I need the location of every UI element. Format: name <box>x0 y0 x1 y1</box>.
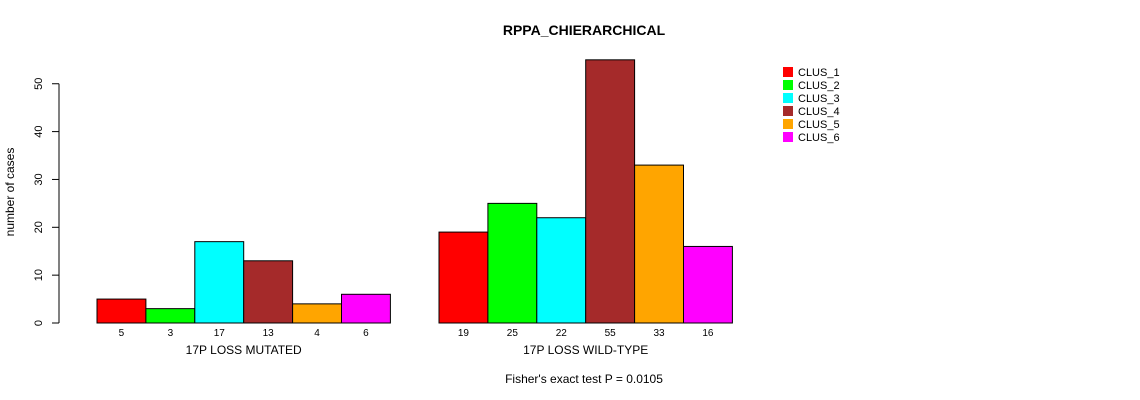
fisher-test-footnote: Fisher's exact test P = 0.0105 <box>505 372 663 386</box>
legend-swatch <box>783 67 793 77</box>
bar-count-label: 22 <box>556 328 568 339</box>
bar-clus-3-group-2 <box>536 217 587 324</box>
legend-label: CLUS_2 <box>798 80 840 92</box>
y-tick-label: 0 <box>33 320 45 326</box>
bar-clus-4-group-2 <box>585 59 636 324</box>
legend-label: CLUS_1 <box>798 67 840 79</box>
y-tick-label: 30 <box>33 173 45 185</box>
bar-clus-6-group-1 <box>341 293 391 324</box>
legend-label: CLUS_3 <box>798 93 840 105</box>
bar-clus-6-group-2 <box>683 245 733 324</box>
legend-swatch <box>783 93 793 103</box>
bar-count-label: 55 <box>605 328 617 339</box>
group-label: 17P LOSS MUTATED <box>186 343 302 357</box>
y-tick-label: 40 <box>33 125 45 137</box>
bar-count-label: 4 <box>314 328 320 339</box>
y-tick-label: 50 <box>33 78 45 90</box>
legend-label: CLUS_6 <box>798 132 840 144</box>
bar-count-label: 16 <box>702 328 714 339</box>
y-axis-label: number of cases <box>3 148 17 237</box>
bar-count-label: 19 <box>458 328 470 339</box>
bars: 5 3 17 13 4 6 19 25 22 55 33 16 <box>96 59 733 339</box>
group-label: 17P LOSS WILD-TYPE <box>523 343 648 357</box>
y-tick-label: 20 <box>33 221 45 233</box>
legend-swatch <box>783 106 793 116</box>
bar-count-label: 33 <box>653 328 665 339</box>
legend-label: CLUS_5 <box>798 119 840 131</box>
bar-count-label: 25 <box>507 328 519 339</box>
bar-clus-2-group-2 <box>487 202 538 324</box>
bar-clus-5-group-1 <box>292 303 343 324</box>
y-tick-label: 10 <box>33 269 45 281</box>
legend-label: CLUS_4 <box>798 106 840 118</box>
bar-count-label: 5 <box>119 328 125 339</box>
bar-clus-4-group-1 <box>243 260 294 324</box>
bar-clus-1-group-1 <box>96 298 147 324</box>
legend-swatch <box>783 80 793 90</box>
bar-clus-2-group-1 <box>145 308 196 324</box>
y-axis: 0 10 20 30 40 50 <box>33 78 60 326</box>
bar-count-label: 17 <box>214 328 226 339</box>
bar-clus-1-group-2 <box>438 231 489 324</box>
legend-swatch <box>783 119 793 129</box>
bar-count-label: 6 <box>363 328 369 339</box>
bar-count-label: 13 <box>263 328 275 339</box>
bar-clus-5-group-2 <box>634 164 684 324</box>
chart-title: RPPA_CHIERARCHICAL <box>503 22 666 38</box>
bar-clus-3-group-1 <box>194 241 245 324</box>
legend-swatch <box>783 132 793 142</box>
bar-count-label: 3 <box>168 328 174 339</box>
group-labels: 17P LOSS MUTATED 17P LOSS WILD-TYPE <box>186 343 649 357</box>
